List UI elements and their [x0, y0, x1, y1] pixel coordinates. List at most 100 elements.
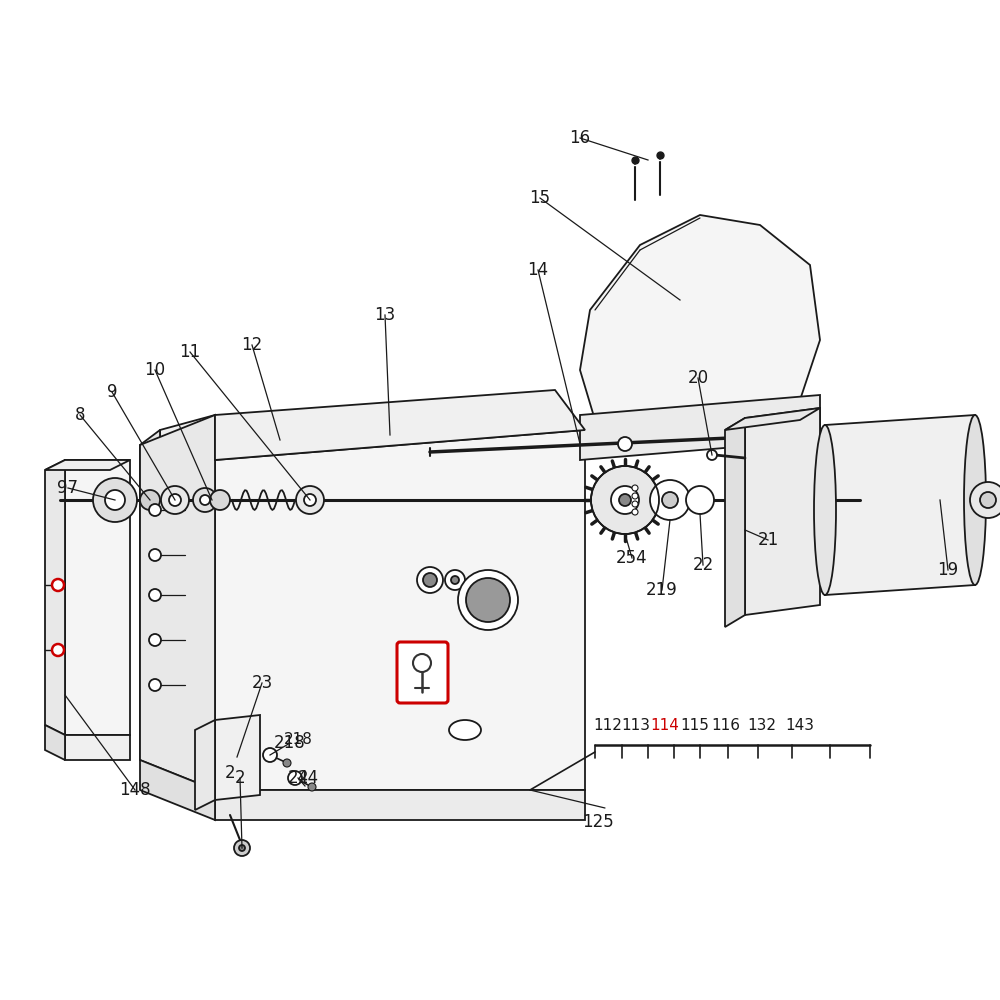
- Circle shape: [632, 493, 638, 499]
- Circle shape: [263, 748, 277, 762]
- Text: 218: 218: [274, 734, 306, 752]
- Circle shape: [234, 840, 250, 856]
- Circle shape: [458, 570, 518, 630]
- Ellipse shape: [964, 415, 986, 585]
- Text: 23: 23: [251, 674, 273, 692]
- Circle shape: [140, 490, 160, 510]
- Circle shape: [304, 494, 316, 506]
- Text: 8: 8: [75, 406, 85, 424]
- Circle shape: [662, 492, 678, 508]
- Polygon shape: [215, 430, 585, 790]
- Text: 254: 254: [616, 549, 648, 567]
- Circle shape: [200, 495, 210, 505]
- Circle shape: [686, 486, 714, 514]
- Polygon shape: [745, 408, 820, 615]
- Text: 132: 132: [748, 718, 776, 732]
- Circle shape: [239, 845, 245, 851]
- Polygon shape: [215, 790, 585, 820]
- Circle shape: [149, 589, 161, 601]
- Text: anruijixie: anruijixie: [278, 464, 522, 516]
- Text: 218: 218: [284, 732, 312, 748]
- Circle shape: [149, 549, 161, 561]
- Circle shape: [149, 634, 161, 646]
- Polygon shape: [160, 415, 215, 745]
- Circle shape: [423, 573, 437, 587]
- Polygon shape: [65, 460, 130, 735]
- Circle shape: [93, 478, 137, 522]
- Polygon shape: [580, 215, 820, 435]
- Polygon shape: [140, 760, 215, 820]
- Circle shape: [288, 771, 302, 785]
- Text: 24: 24: [287, 769, 309, 787]
- Ellipse shape: [449, 720, 481, 740]
- Circle shape: [308, 783, 316, 791]
- Text: 12: 12: [241, 336, 263, 354]
- Text: 115: 115: [681, 718, 709, 732]
- Circle shape: [169, 494, 181, 506]
- Circle shape: [650, 480, 690, 520]
- Text: 21: 21: [757, 531, 779, 549]
- Circle shape: [52, 579, 64, 591]
- Text: 114: 114: [651, 718, 679, 732]
- Text: 148: 148: [119, 781, 151, 799]
- Circle shape: [619, 494, 631, 506]
- Text: 22: 22: [692, 556, 714, 574]
- Circle shape: [632, 509, 638, 515]
- Circle shape: [980, 492, 996, 508]
- Circle shape: [296, 486, 324, 514]
- Text: 97: 97: [58, 479, 78, 497]
- Polygon shape: [725, 418, 745, 627]
- Circle shape: [283, 759, 291, 767]
- Text: 2: 2: [235, 769, 245, 787]
- Circle shape: [618, 437, 632, 451]
- Text: 20: 20: [687, 369, 709, 387]
- FancyBboxPatch shape: [397, 642, 448, 703]
- Circle shape: [970, 482, 1000, 518]
- Polygon shape: [215, 390, 585, 460]
- Circle shape: [632, 501, 638, 507]
- Polygon shape: [215, 715, 260, 800]
- Circle shape: [445, 570, 465, 590]
- Text: 19: 19: [937, 561, 959, 579]
- Text: 9: 9: [107, 383, 117, 401]
- Circle shape: [707, 450, 717, 460]
- Text: 13: 13: [374, 306, 396, 324]
- Ellipse shape: [814, 425, 836, 595]
- Text: 14: 14: [527, 261, 549, 279]
- Text: 11: 11: [179, 343, 201, 361]
- Polygon shape: [45, 725, 65, 760]
- Circle shape: [52, 644, 64, 656]
- Circle shape: [193, 488, 217, 512]
- Circle shape: [417, 567, 443, 593]
- Text: 125: 125: [582, 813, 614, 831]
- Circle shape: [149, 504, 161, 516]
- Text: 112: 112: [594, 718, 622, 732]
- Circle shape: [149, 679, 161, 691]
- Text: 113: 113: [622, 718, 650, 732]
- Circle shape: [632, 485, 638, 491]
- Text: 2: 2: [225, 764, 235, 782]
- Circle shape: [105, 490, 125, 510]
- Circle shape: [466, 578, 510, 622]
- Polygon shape: [825, 415, 975, 595]
- Circle shape: [591, 466, 659, 534]
- Circle shape: [611, 486, 639, 514]
- Text: 10: 10: [144, 361, 166, 379]
- Polygon shape: [140, 415, 215, 790]
- Polygon shape: [140, 430, 160, 760]
- Text: 24: 24: [298, 769, 319, 787]
- Polygon shape: [580, 395, 820, 460]
- Text: 15: 15: [529, 189, 551, 207]
- Polygon shape: [45, 460, 65, 735]
- Text: 143: 143: [786, 718, 814, 732]
- Text: 116: 116: [712, 718, 740, 732]
- Text: 219: 219: [646, 581, 678, 599]
- Text: 16: 16: [569, 129, 591, 147]
- Circle shape: [451, 576, 459, 584]
- Circle shape: [161, 486, 189, 514]
- Polygon shape: [195, 720, 215, 810]
- Circle shape: [210, 490, 230, 510]
- Polygon shape: [65, 735, 130, 760]
- Polygon shape: [725, 408, 820, 430]
- Polygon shape: [45, 460, 130, 470]
